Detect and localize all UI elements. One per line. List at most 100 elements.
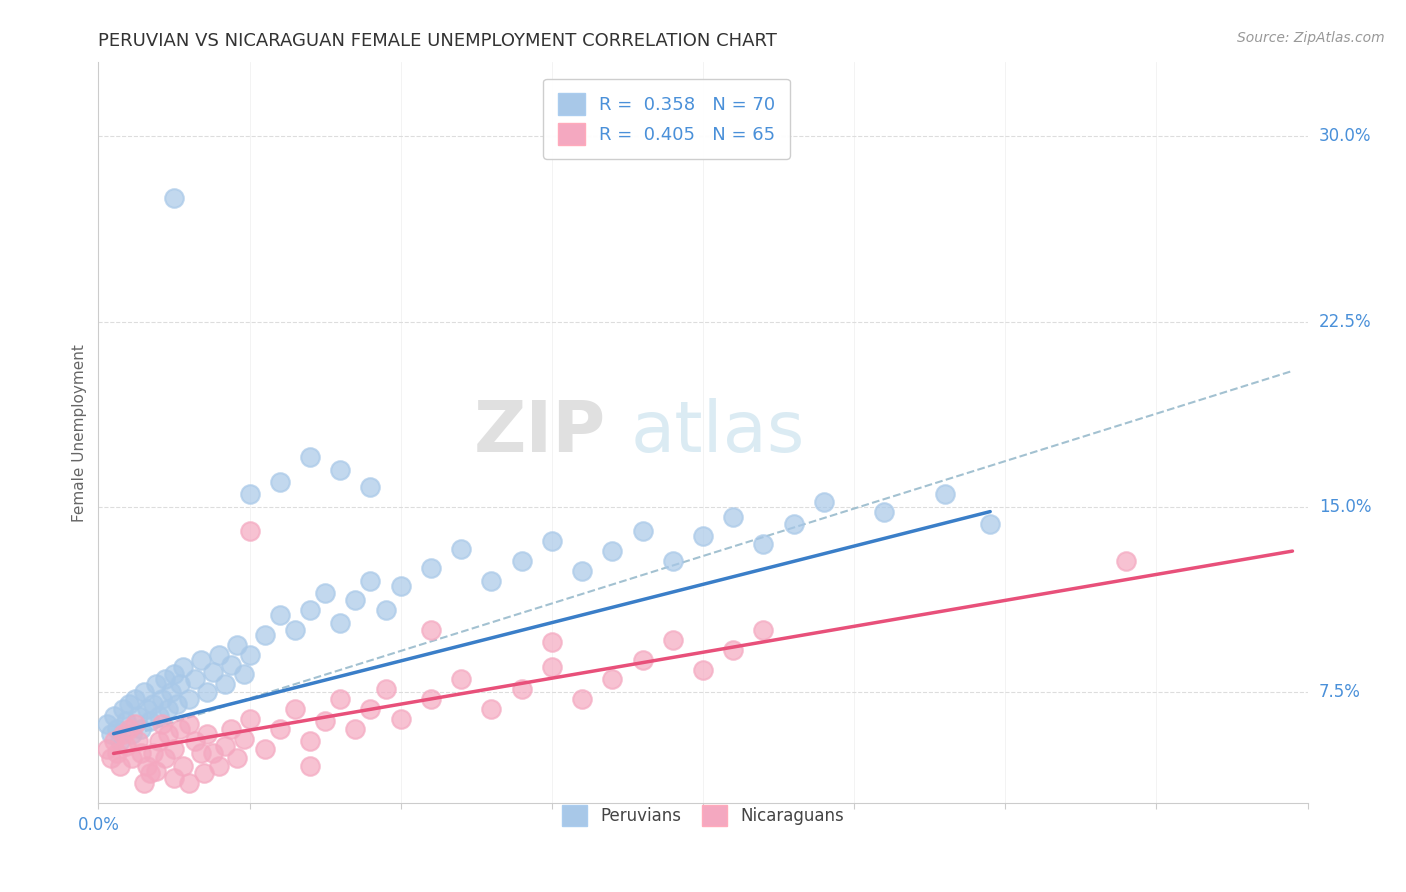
Point [239, 487, 262, 501]
Point [253, 741, 276, 756]
Point [692, 663, 714, 677]
Point [105, 722, 128, 736]
Point [163, 771, 186, 785]
Point [179, 692, 201, 706]
Point [135, 758, 157, 772]
Point [129, 722, 152, 736]
Point [661, 632, 683, 647]
Point [299, 758, 322, 772]
Point [232, 667, 254, 681]
Point [145, 677, 167, 691]
Point [148, 709, 170, 723]
Point [602, 673, 624, 687]
Point [103, 709, 125, 723]
Point [481, 702, 503, 716]
Point [813, 494, 835, 508]
Legend: Peruvians, Nicaraguans: Peruvians, Nicaraguans [548, 792, 858, 838]
Point [571, 564, 593, 578]
Point [142, 747, 165, 761]
Point [481, 574, 503, 588]
Point [540, 635, 562, 649]
Point [145, 764, 167, 778]
Text: 30.0%: 30.0% [1319, 128, 1371, 145]
Point [450, 673, 472, 687]
Text: PERUVIAN VS NICARAGUAN FEMALE UNEMPLOYMENT CORRELATION CHART: PERUVIAN VS NICARAGUAN FEMALE UNEMPLOYME… [98, 32, 778, 50]
Point [139, 766, 162, 780]
Point [269, 722, 291, 736]
Point [214, 677, 236, 691]
Point [934, 487, 956, 501]
Point [105, 747, 128, 761]
Point [329, 615, 352, 630]
Point [195, 727, 218, 741]
Point [226, 638, 249, 652]
Point [179, 716, 201, 731]
Point [420, 561, 443, 575]
Point [153, 751, 176, 765]
Point [723, 642, 745, 657]
Point [96, 716, 118, 731]
Point [752, 536, 775, 550]
Point [132, 776, 155, 790]
Point [723, 509, 745, 524]
Point [129, 747, 152, 761]
Point [208, 758, 231, 772]
Point [450, 541, 472, 556]
Point [190, 747, 212, 761]
Point [172, 758, 194, 772]
Point [127, 734, 149, 748]
Point [142, 697, 165, 711]
Point [389, 712, 412, 726]
Point [420, 623, 443, 637]
Point [160, 685, 183, 699]
Point [169, 677, 191, 691]
Text: 15.0%: 15.0% [1319, 498, 1371, 516]
Point [118, 722, 141, 736]
Point [783, 516, 806, 531]
Y-axis label: Female Unemployment: Female Unemployment [72, 343, 87, 522]
Point [121, 727, 143, 741]
Point [100, 751, 122, 765]
Point [540, 660, 562, 674]
Point [329, 462, 352, 476]
Point [253, 628, 276, 642]
Point [132, 685, 155, 699]
Point [150, 716, 173, 731]
Point [114, 739, 136, 753]
Point [103, 734, 125, 748]
Point [118, 697, 141, 711]
Point [314, 714, 336, 729]
Point [692, 529, 714, 543]
Text: Source: ZipAtlas.com: Source: ZipAtlas.com [1237, 31, 1385, 45]
Point [661, 554, 683, 568]
Point [299, 603, 322, 617]
Point [510, 682, 533, 697]
Point [389, 579, 412, 593]
Point [360, 702, 382, 716]
Text: 22.5%: 22.5% [1319, 312, 1371, 331]
Point [184, 734, 207, 748]
Point [96, 741, 118, 756]
Point [239, 524, 262, 539]
Point [156, 702, 179, 716]
Point [148, 734, 170, 748]
Point [344, 593, 367, 607]
Point [344, 722, 367, 736]
Point [1115, 554, 1137, 568]
Text: ZIP: ZIP [474, 398, 606, 467]
Point [221, 722, 243, 736]
Point [114, 714, 136, 729]
Text: 7.5%: 7.5% [1319, 682, 1361, 701]
Point [190, 653, 212, 667]
Point [108, 758, 131, 772]
Point [208, 648, 231, 662]
Point [195, 685, 218, 699]
Point [221, 657, 243, 672]
Point [360, 574, 382, 588]
Point [269, 475, 291, 489]
Point [269, 608, 291, 623]
Point [150, 692, 173, 706]
Point [571, 692, 593, 706]
Point [873, 505, 896, 519]
Point [124, 716, 146, 731]
